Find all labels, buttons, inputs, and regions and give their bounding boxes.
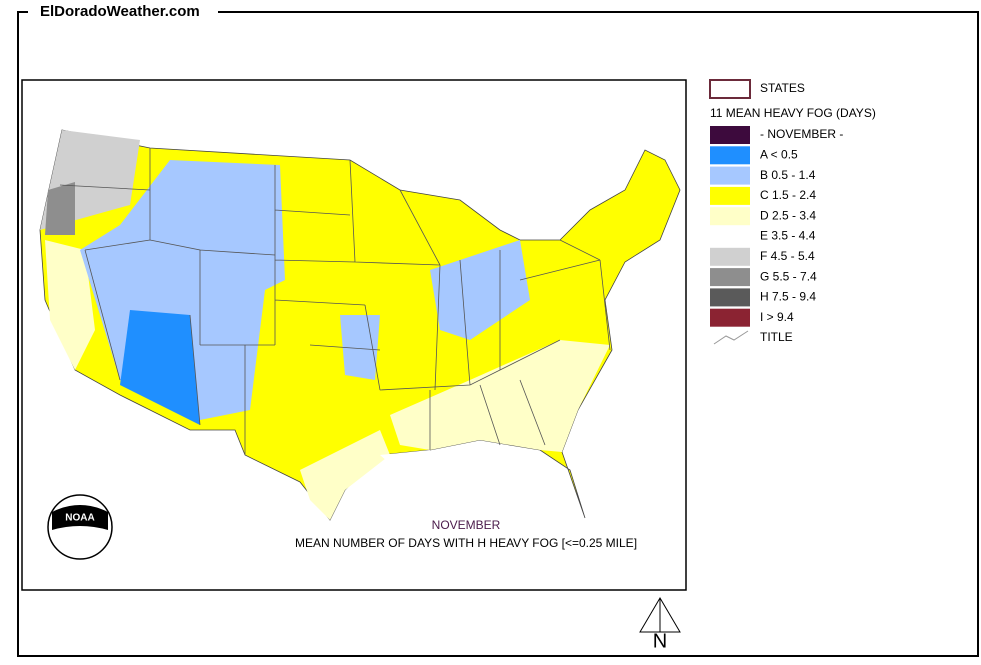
legend-swatch: [710, 166, 750, 185]
state-lines: [59, 148, 611, 455]
legend-label: E 3.5 - 4.4: [760, 229, 816, 243]
region-a-az: [120, 310, 200, 425]
legend-swatch: [710, 288, 750, 307]
legend-swatch: [710, 308, 750, 327]
north-arrow: N: [639, 597, 681, 652]
outer-frame: [17, 11, 979, 657]
legend-heading: 11 MEAN HEAVY FOG (DAYS): [710, 106, 876, 120]
legend-label: A < 0.5: [760, 147, 798, 161]
legend-label: B 0.5 - 1.4: [760, 168, 816, 182]
legend-swatch: [710, 268, 750, 287]
legend-label: G 5.5 - 7.4: [760, 269, 817, 283]
region-g-or: [45, 182, 75, 235]
legend-swatch: [710, 227, 750, 246]
legend-label: I > 9.4: [760, 310, 794, 324]
legend-label: F 4.5 - 5.4: [760, 249, 815, 263]
legend-swatch: [710, 146, 750, 165]
legend-label: - NOVEMBER -: [760, 127, 843, 141]
legend-swatch: [710, 126, 750, 144]
legend-label: D 2.5 - 3.4: [760, 208, 816, 222]
legend-label: C 1.5 - 2.4: [760, 188, 816, 202]
region-d-se: [390, 340, 610, 452]
map-subtitle: MEAN NUMBER OF DAYS WITH H HEAVY FOG [<=…: [295, 536, 637, 550]
noaa-logo: NOAA: [47, 494, 113, 560]
legend-title: TITLE: [760, 330, 793, 344]
legend-swatch: [710, 207, 750, 226]
legend: STATES 11 MEAN HEAVY FOG (DAYS) - NOVEMB…: [709, 79, 876, 345]
region-d-tx: [300, 430, 390, 520]
map-title: NOVEMBER: [432, 518, 501, 532]
north-label: N: [653, 630, 667, 652]
legend-label: H 7.5 - 9.4: [760, 290, 816, 304]
region-e-gulf: [380, 450, 430, 470]
legend-swatch: [710, 186, 750, 205]
region-b-midwest: [430, 240, 530, 340]
logo-bird: [52, 505, 108, 530]
region-d-ca: [45, 240, 95, 370]
title-swatch: [713, 330, 749, 345]
logo-text: NOAA: [65, 513, 94, 524]
states-swatch: [709, 79, 751, 99]
legend-swatch: [710, 247, 750, 266]
legend-states: STATES: [760, 81, 805, 95]
header-bg: [28, 3, 218, 21]
site-name: ElDoradoWeather.com: [40, 3, 200, 20]
us-map: [39, 129, 681, 521]
